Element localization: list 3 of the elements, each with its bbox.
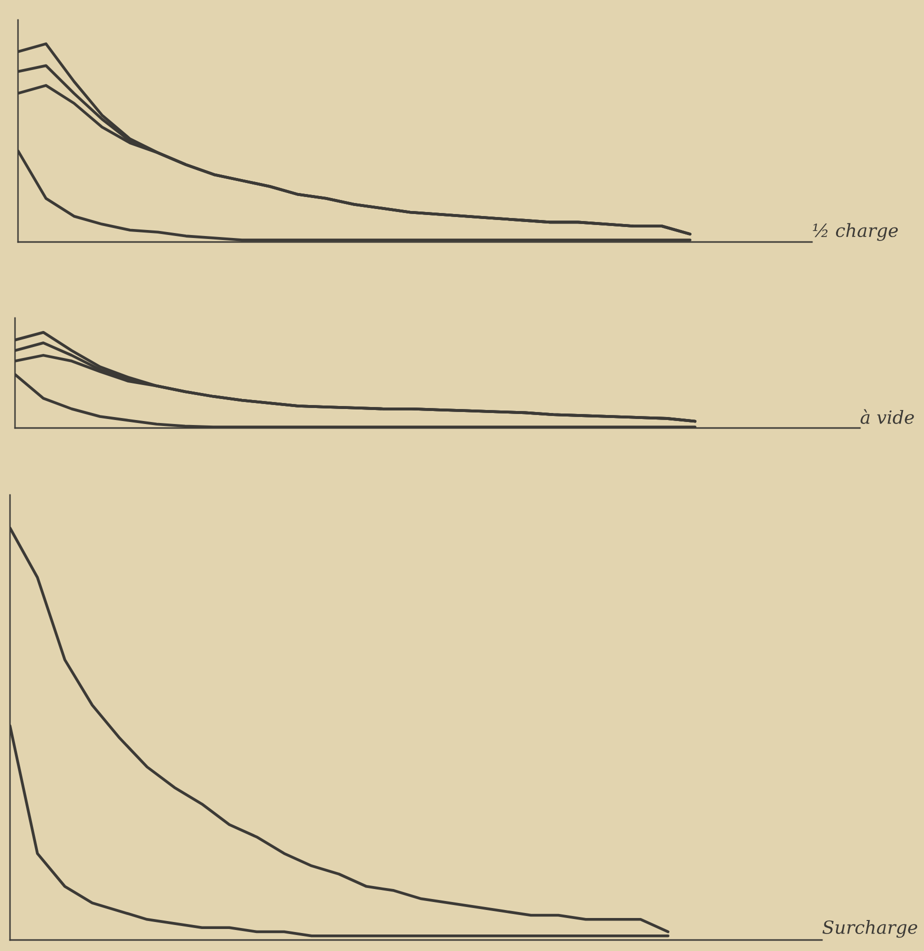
text: à vide — [860, 409, 914, 424]
text: ½ charge — [812, 223, 898, 241]
text: Surcharge — [822, 920, 918, 938]
